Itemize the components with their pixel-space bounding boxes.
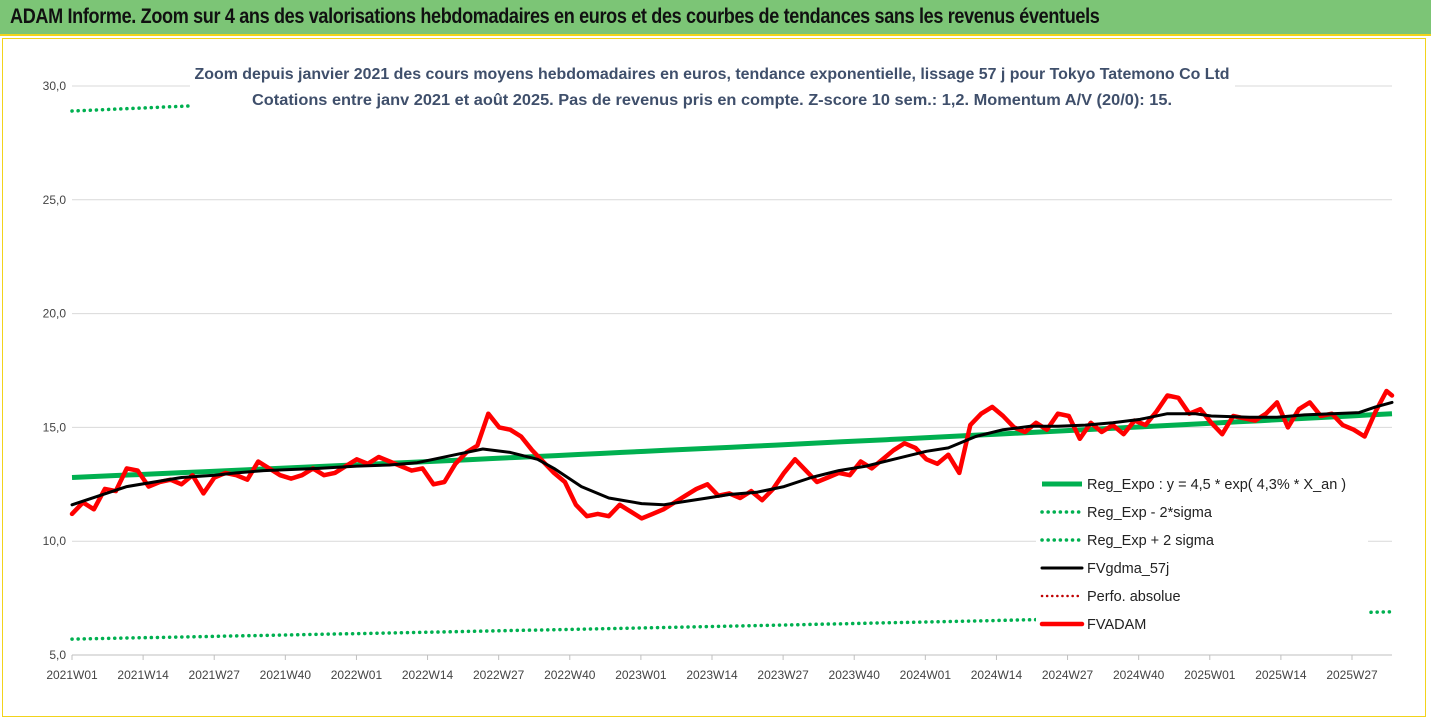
x-tick-label: 2024W14 (971, 668, 1023, 682)
legend-label: Reg_Exp + 2 sigma (1087, 533, 1215, 549)
y-axis: 5,0 10,0 15,0 20,0 25,0 30,0 (43, 79, 67, 662)
chart-title-line-1: Zoom depuis janvier 2021 des cours moyen… (195, 66, 1230, 83)
x-tick-label: 2023W27 (757, 668, 809, 682)
y-tick-label: 30,0 (43, 79, 67, 93)
x-tick-label: 2021W01 (46, 668, 98, 682)
chart-title-line-2: Cotations entre janv 2021 et août 2025. … (252, 92, 1172, 109)
y-tick-label: 15,0 (43, 420, 67, 434)
x-tick-label: 2024W40 (1113, 668, 1165, 682)
x-tick-label: 2024W01 (900, 668, 952, 682)
x-tick-label: 2024W27 (1042, 668, 1094, 682)
series-line (69, 388, 1395, 521)
legend-label: FVADAM (1087, 617, 1146, 633)
legend-background (1036, 468, 1368, 640)
x-tick-label: 2022W40 (544, 668, 596, 682)
legend: Reg_Expo : y = 4,5 * exp( 4,3% * X_an ) R… (1036, 468, 1368, 640)
chart-frame (2, 38, 1426, 717)
x-tick-label: 2022W27 (473, 668, 525, 682)
legend-label: Reg_Expo : y = 4,5 * exp( 4,3% * X_an ) (1087, 477, 1346, 493)
legend-label: Reg_Exp - 2*sigma (1087, 505, 1213, 521)
x-tick-label: 2022W01 (331, 668, 383, 682)
x-tick-label: 2023W01 (615, 668, 667, 682)
x-tick-label: 2021W27 (189, 668, 241, 682)
x-tick-label: 2025W01 (1184, 668, 1236, 682)
x-tick-label: 2021W40 (260, 668, 312, 682)
y-tick-label: 5,0 (49, 648, 66, 662)
series-line (70, 400, 1394, 507)
x-tick-label: 2022W14 (402, 668, 454, 682)
x-axis: 2021W01 2021W14 2021W27 2021W40 2022W01 2022W… (46, 655, 1378, 682)
series-line (71, 411, 1393, 480)
x-tick-label: 2021W14 (117, 668, 169, 682)
x-tick-label: 2023W40 (829, 668, 881, 682)
title-background (190, 57, 1235, 113)
header-bar: ADAM Informe. Zoom sur 4 ans des valoris… (0, 0, 1431, 36)
x-tick-label: 2025W27 (1326, 668, 1378, 682)
series-line (70, 610, 1394, 641)
legend-label: FVgdma_57j (1087, 561, 1169, 577)
y-tick-label: 20,0 (43, 307, 67, 321)
legend-label: Perfo. absolue (1087, 589, 1181, 605)
x-tick-label: 2023W14 (686, 668, 738, 682)
page-title: ADAM Informe. Zoom sur 4 ans des valoris… (10, 5, 1100, 28)
y-tick-label: 10,0 (43, 534, 67, 548)
x-tick-label: 2025W14 (1255, 668, 1307, 682)
y-tick-label: 25,0 (43, 193, 67, 207)
